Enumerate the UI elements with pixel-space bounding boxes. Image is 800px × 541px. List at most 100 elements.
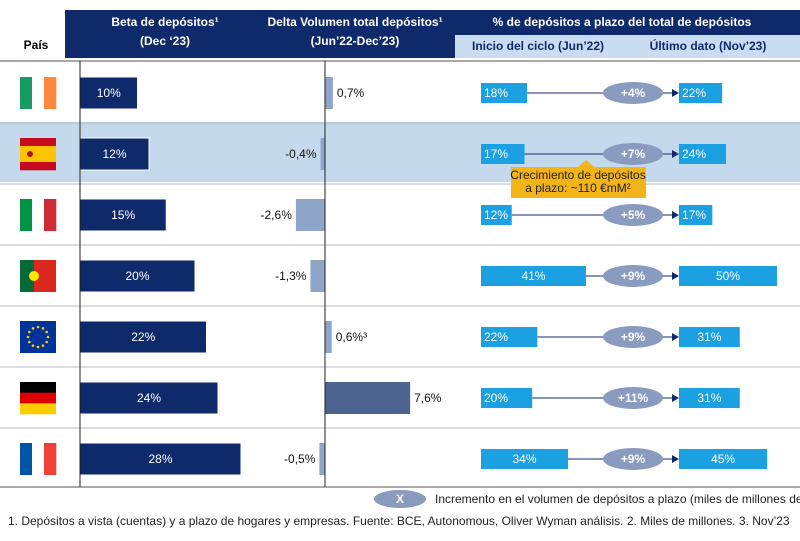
flag-star xyxy=(36,325,40,329)
end-label: 45% xyxy=(711,452,735,466)
flag-stripe xyxy=(32,77,45,109)
callout-text: Crecimiento de depósitos xyxy=(510,168,645,182)
flag-stripe xyxy=(20,199,33,231)
flag-stripe xyxy=(44,199,57,231)
header: Delta Volumen total depósitos¹ xyxy=(267,15,442,29)
arrow-head xyxy=(672,394,679,402)
end-label: 50% xyxy=(716,269,740,283)
flag-star xyxy=(46,335,50,339)
header: (Jun’22-Dec’23) xyxy=(311,34,400,48)
beta-bar xyxy=(79,320,207,354)
end-bar xyxy=(679,205,713,225)
end-label: 17% xyxy=(682,208,706,222)
flag-stripe xyxy=(20,392,56,404)
flag-stripe xyxy=(20,146,56,163)
callout-pointer xyxy=(578,160,594,167)
end-bar xyxy=(679,449,768,469)
flag-emblem xyxy=(27,151,33,157)
end-label: 31% xyxy=(697,391,721,405)
end-bar xyxy=(679,144,727,164)
increment-oval xyxy=(603,326,663,348)
arrow-head xyxy=(672,211,679,219)
increment-oval xyxy=(603,265,663,287)
rows: 10% 0,7% 18% 22% +4% 12% -0,4% 17% 24% +7% 15% -2,6… xyxy=(0,76,800,476)
start-label: 41% xyxy=(521,269,545,283)
beta-label: 24% xyxy=(137,391,161,405)
start-bar xyxy=(481,144,525,164)
increment-label: +9% xyxy=(621,330,646,344)
delta-label: 0,6%³ xyxy=(336,330,367,344)
flag-star xyxy=(31,344,35,347)
delta-label: 7,6% xyxy=(414,391,442,405)
arrow-head xyxy=(672,272,679,280)
header-band xyxy=(65,10,455,58)
subheader: Inicio del ciclo (Jun’22) xyxy=(472,39,604,53)
callout-box xyxy=(511,167,646,198)
start-label: 12% xyxy=(484,208,508,222)
beta-bar xyxy=(79,381,219,415)
delta-bar xyxy=(320,138,325,170)
arrow-head xyxy=(672,150,679,158)
end-label: 31% xyxy=(697,330,721,344)
increment-oval xyxy=(603,143,663,165)
beta-label: 10% xyxy=(97,86,121,100)
increment-label: +5% xyxy=(621,208,646,222)
subheader: Último dato (Nov’23) xyxy=(650,38,767,53)
delta-bar xyxy=(325,321,332,353)
flag-stripe xyxy=(20,403,56,415)
beta-label: 28% xyxy=(148,452,172,466)
increment-label: +9% xyxy=(621,269,646,283)
callout-text: a plazo: ~110 €mM² xyxy=(525,181,631,195)
delta-label: 0,7% xyxy=(337,86,365,100)
flag-star xyxy=(45,340,48,344)
header: % de depósitos a plazo del total de depó… xyxy=(493,15,752,29)
flag-star xyxy=(41,327,45,330)
end-label: 24% xyxy=(682,147,706,161)
increment-label: +7% xyxy=(621,147,646,161)
legend-symbol xyxy=(374,490,426,508)
header: Beta de depósitos¹ xyxy=(111,15,218,29)
delta-bar xyxy=(325,382,411,414)
start-label: 20% xyxy=(484,391,508,405)
end-bar xyxy=(679,388,740,408)
beta-label: 22% xyxy=(131,330,155,344)
increment-label: +9% xyxy=(621,452,646,466)
increment-oval xyxy=(603,204,663,226)
increment-oval xyxy=(603,448,663,470)
header: (Dec ‘23) xyxy=(140,34,190,48)
flag-star xyxy=(41,344,45,347)
flag-stripe xyxy=(34,260,56,292)
increment-oval xyxy=(603,82,663,104)
flag-stripe xyxy=(32,199,45,231)
start-label: 22% xyxy=(484,330,508,344)
footnote: 1. Depósitos a vista (cuentas) y a plazo… xyxy=(8,514,790,528)
beta-bar xyxy=(79,259,196,293)
arrow-head xyxy=(672,455,679,463)
delta-bar xyxy=(310,260,325,292)
flag-star xyxy=(26,335,30,339)
beta-bar xyxy=(79,198,167,232)
flag-star xyxy=(45,330,48,334)
end-bar xyxy=(679,266,777,286)
increment-label: +11% xyxy=(618,391,649,405)
flag-stripe xyxy=(20,138,56,147)
increment-oval xyxy=(603,387,663,409)
delta-label: -2,6% xyxy=(261,208,293,222)
beta-label: 20% xyxy=(125,269,149,283)
increment-label: +4% xyxy=(621,86,646,100)
beta-label: 15% xyxy=(111,208,135,222)
start-label: 34% xyxy=(513,452,537,466)
legend-text: Incremento en el volumen de depósitos a … xyxy=(435,492,800,506)
flag-stripe xyxy=(20,443,33,475)
start-bar xyxy=(481,327,538,347)
flag-stripe xyxy=(44,77,57,109)
flag-stripe xyxy=(44,443,57,475)
end-label: 22% xyxy=(682,86,706,100)
delta-label: -1,3% xyxy=(275,269,307,283)
start-label: 17% xyxy=(484,147,508,161)
beta-label: 12% xyxy=(102,147,126,161)
start-bar xyxy=(481,388,533,408)
delta-bar xyxy=(295,199,325,231)
flag-stripe xyxy=(20,260,34,292)
